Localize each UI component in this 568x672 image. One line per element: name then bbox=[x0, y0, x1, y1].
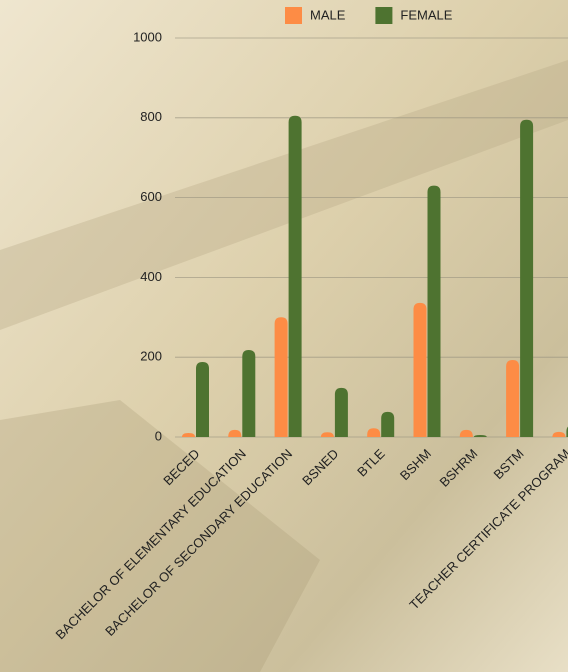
bar bbox=[427, 185, 441, 437]
bar bbox=[520, 119, 534, 438]
background-shape bbox=[0, 60, 568, 330]
bar bbox=[228, 429, 242, 437]
bar bbox=[288, 115, 302, 438]
y-tick-label: 1000 bbox=[133, 29, 162, 44]
background-shape bbox=[0, 400, 320, 672]
bar bbox=[552, 431, 566, 437]
bar bbox=[274, 317, 288, 437]
bar bbox=[381, 411, 395, 437]
bar bbox=[334, 387, 348, 437]
bar bbox=[182, 433, 195, 437]
y-tick-label: 200 bbox=[140, 349, 162, 364]
legend-label: MALE bbox=[310, 7, 346, 22]
y-tick-label: 600 bbox=[140, 189, 162, 204]
bar bbox=[242, 350, 256, 437]
y-tick-label: 800 bbox=[140, 109, 162, 124]
bar bbox=[320, 432, 334, 437]
legend-swatch bbox=[375, 7, 393, 24]
legend-swatch bbox=[285, 7, 302, 24]
bar bbox=[413, 302, 427, 437]
bar bbox=[506, 359, 520, 437]
y-tick-label: 400 bbox=[140, 269, 162, 284]
bar bbox=[196, 361, 209, 437]
bar bbox=[459, 429, 473, 437]
bar bbox=[473, 435, 487, 437]
bar bbox=[367, 428, 381, 437]
y-tick-label: 0 bbox=[155, 428, 162, 443]
legend-label: FEMALE bbox=[400, 7, 452, 22]
